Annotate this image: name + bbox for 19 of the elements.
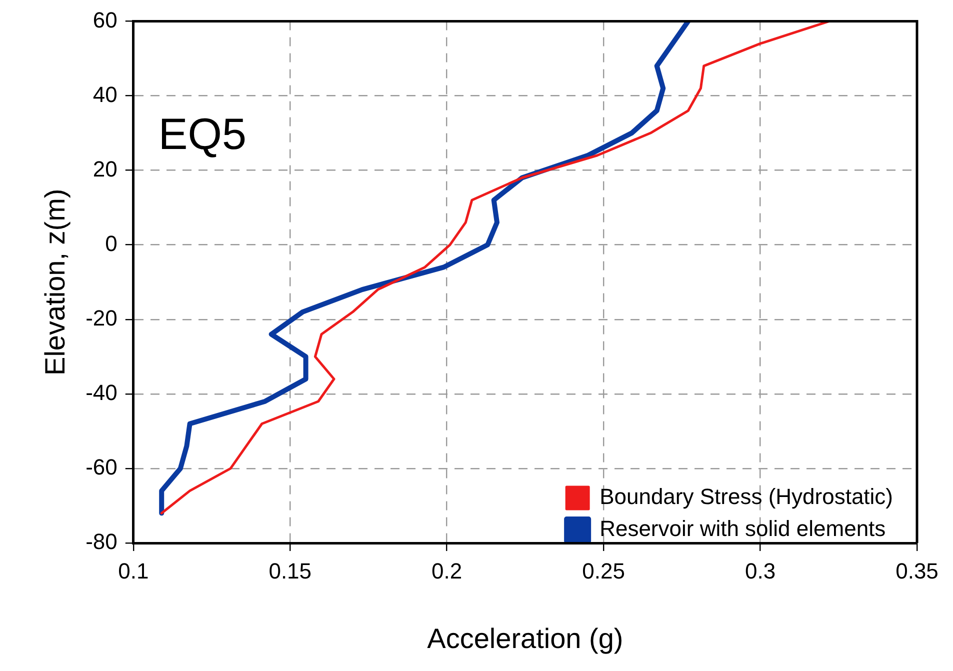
x-tick-label: 0.15: [268, 558, 312, 584]
y-tick-label: 60: [92, 7, 118, 32]
y-tick-label: 20: [92, 156, 118, 182]
y-tick-label: -60: [86, 454, 118, 480]
annotation: EQ5: [158, 110, 246, 160]
x-tick-label: 0.25: [582, 558, 625, 584]
y-tick-label: -20: [86, 305, 118, 330]
x-tick-label: 0.1: [118, 558, 149, 584]
x-tick-label: 0.2: [432, 558, 462, 584]
x-tick-label: 0.3: [744, 558, 776, 584]
legend-label: Reservoir with solid elements: [600, 516, 886, 542]
y-tick-label: -80: [86, 529, 118, 554]
legend-label: Boundary Stress (Hydrostatic): [600, 484, 894, 510]
x-tick-label: 0.35: [896, 558, 938, 584]
y-tick-label: 0: [105, 230, 118, 256]
x-axis-title: Acceleration (g): [427, 622, 624, 654]
y-axis-title: Elevation, z(m): [40, 188, 71, 376]
y-tick-label: 40: [92, 82, 118, 107]
y-tick-label: -40: [86, 380, 118, 405]
